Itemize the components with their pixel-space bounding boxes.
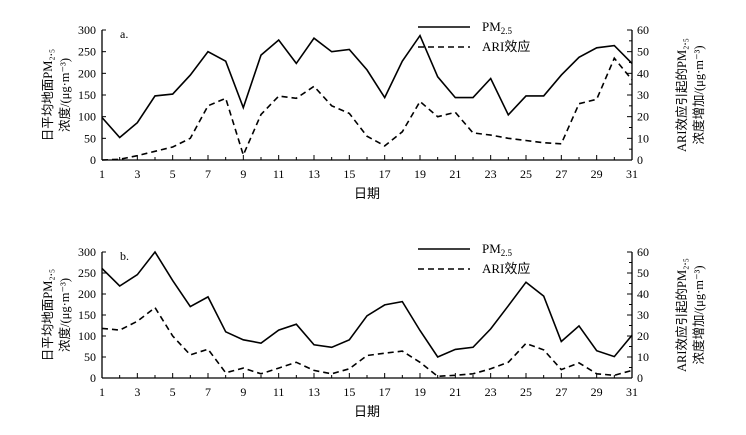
left-axis-title-line2: 浓度/(μg·m⁻³) [57,58,72,132]
right-tick-label: 0 [637,371,643,385]
right-tick-label: 30 [637,88,649,102]
right-tick-label: 10 [637,131,649,145]
x-tick-label: 11 [273,385,285,399]
x-tick-label: 29 [591,385,603,399]
right-tick-label: 10 [637,350,649,364]
series-line-pm25 [101,33,633,139]
right-tick-label: 0 [637,153,643,167]
x-tick-label: 21 [449,385,461,399]
series-line-pm25 [101,250,633,358]
x-tick-label: 31 [626,385,638,399]
left-tick-label: 250 [78,266,96,280]
x-tick-label: 19 [414,167,426,181]
right-tick-label: 20 [637,110,649,124]
left-axis-title: 日平均地面PM₂.₅ 浓度/(μg·m⁻³) [41,49,72,141]
legend-label-pm25: PM2.5 [482,241,513,258]
left-tick-label: 150 [78,308,96,322]
x-tick-label: 15 [343,385,355,399]
right-axis-title: ARI效应引起的PM₂.₅ 浓度增加/(μg·m⁻³) [674,258,706,372]
left-tick-label: 100 [78,110,96,124]
x-tick-label: 9 [240,167,246,181]
legend-label-ari: ARI效应 [482,39,530,54]
x-tick-label: 23 [485,167,497,181]
x-tick-label: 11 [273,167,285,181]
left-axis-title-line1: 日平均地面PM₂.₅ [41,49,55,141]
x-axis-title: 日期 [354,186,380,201]
left-tick-label: 50 [84,131,96,145]
series-line-ari [101,306,633,378]
x-tick-label: 3 [134,167,140,181]
left-tick-label: 0 [90,371,96,385]
left-tick-label: 250 [78,45,96,59]
x-tick-label: 1 [99,167,105,181]
x-tick-label: 3 [134,385,140,399]
right-axis-title-line2: 浓度增加/(μg·m⁻³) [691,266,706,365]
x-tick-label: 13 [308,167,320,181]
x-tick-label: 19 [414,385,426,399]
x-tick-label: 27 [555,385,567,399]
x-tick-label: 9 [240,385,246,399]
left-axis-title-line2: 浓度/(μg·m⁻³) [57,278,72,352]
left-tick-label: 300 [78,23,96,37]
left-tick-label: 50 [84,350,96,364]
x-tick-label: 21 [449,167,461,181]
legend-label-pm25: PM2.5 [482,19,513,36]
right-axis-title-line1: ARI效应引起的PM₂.₅ [674,258,689,372]
x-tick-label: 7 [205,167,211,181]
right-tick-label: 40 [637,66,649,80]
x-axis-title: 日期 [354,404,380,419]
left-tick-label: 0 [90,153,96,167]
x-tick-label: 17 [379,167,391,181]
right-tick-label: 40 [637,287,649,301]
panel-label: a. [120,27,128,41]
legend-label-ari: ARI效应 [482,261,530,276]
right-tick-label: 20 [637,329,649,343]
left-axis-title: 日平均地面PM₂.₅ 浓度/(μg·m⁻³) [41,269,72,361]
right-axis-title-line2: 浓度增加/(μg·m⁻³) [691,46,706,145]
x-tick-label: 29 [591,167,603,181]
x-tick-label: 1 [99,385,105,399]
left-tick-label: 200 [78,66,96,80]
right-axis-title: ARI效应引起的PM₂.₅ 浓度增加/(μg·m⁻³) [674,38,706,152]
left-tick-label: 200 [78,287,96,301]
x-tick-label: 15 [343,167,355,181]
x-tick-label: 7 [205,385,211,399]
x-tick-label: 13 [308,385,320,399]
left-axis-title-line1: 日平均地面PM₂.₅ [41,269,55,361]
x-tick-label: 17 [379,385,391,399]
x-tick-label: 25 [520,385,532,399]
x-tick-label: 23 [485,385,497,399]
right-axis-title-line1: ARI效应引起的PM₂.₅ [674,38,689,152]
left-tick-label: 150 [78,88,96,102]
right-tick-label: 30 [637,308,649,322]
panel-label: b. [120,249,129,263]
x-tick-label: 5 [170,167,176,181]
left-tick-label: 300 [78,245,96,259]
right-tick-label: 50 [637,45,649,59]
right-tick-label: 60 [637,23,649,37]
x-tick-label: 31 [626,167,638,181]
right-tick-label: 60 [637,245,649,259]
x-tick-label: 5 [170,385,176,399]
right-tick-label: 50 [637,266,649,280]
left-tick-label: 100 [78,329,96,343]
x-tick-label: 25 [520,167,532,181]
series-line-ari [101,56,633,161]
x-tick-label: 27 [555,167,567,181]
